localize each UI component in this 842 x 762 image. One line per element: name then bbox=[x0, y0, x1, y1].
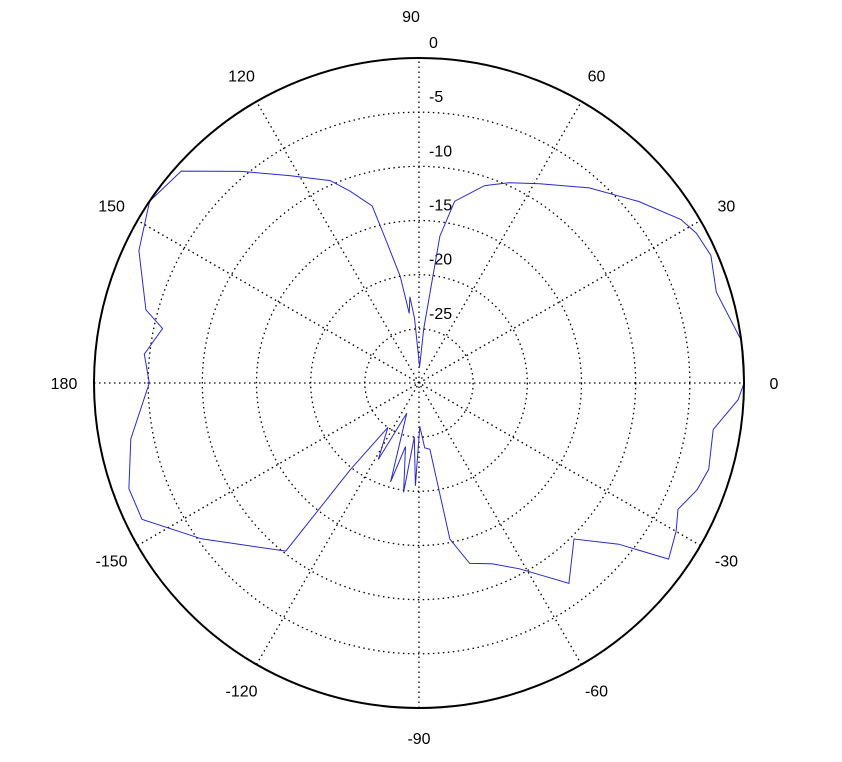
angle-tick-label: 30 bbox=[718, 199, 736, 216]
angle-tick-label: 90 bbox=[402, 9, 420, 26]
radial-tick-label: -10 bbox=[429, 143, 452, 160]
radial-tick-label: -25 bbox=[429, 306, 452, 323]
angle-tick-label: 60 bbox=[588, 69, 606, 86]
angle-tick-label: -150 bbox=[96, 554, 128, 571]
radial-grid-ring bbox=[201, 165, 637, 601]
radial-tick-label: -20 bbox=[429, 252, 452, 269]
angle-tick-label: 180 bbox=[51, 376, 78, 393]
angle-tick-label: -60 bbox=[585, 683, 608, 700]
angle-tick-label: 150 bbox=[98, 199, 125, 216]
polar-grid bbox=[94, 58, 744, 708]
angle-tick-label: 0 bbox=[770, 376, 779, 393]
series-line bbox=[128, 170, 745, 585]
angle-tick-label: -30 bbox=[715, 554, 738, 571]
angle-grid-spoke bbox=[137, 219, 701, 547]
angle-tick-label: 120 bbox=[228, 69, 255, 86]
outer-circle bbox=[93, 57, 745, 709]
angle-tick-label: -90 bbox=[407, 731, 430, 748]
radial-grid-ring bbox=[310, 274, 528, 492]
tick-labels: 0 -5 -10 -15 -20 -25 0 30 60 90 120 150 180 -150 -120 -… bbox=[51, 9, 779, 748]
radial-tick-label: -15 bbox=[429, 198, 452, 215]
radial-tick-label: -5 bbox=[429, 89, 443, 106]
angle-tick-label: -120 bbox=[225, 683, 257, 700]
radial-grid-ring bbox=[255, 219, 583, 547]
radial-tick-label: 0 bbox=[429, 35, 438, 52]
radial-grid-ring bbox=[364, 328, 474, 438]
